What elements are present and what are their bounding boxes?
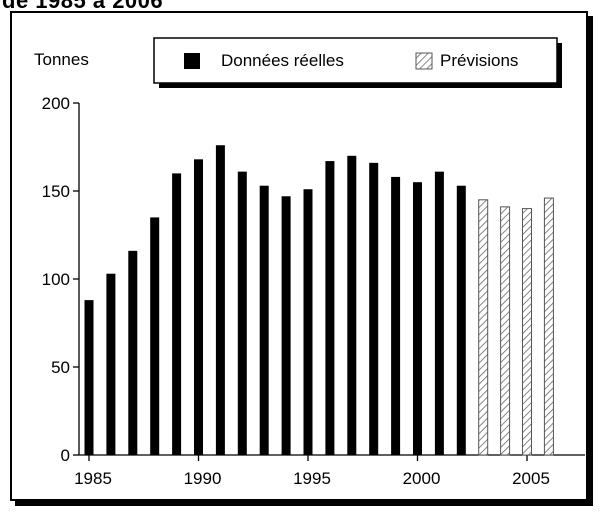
bar-actual <box>303 189 313 456</box>
bar-actual <box>106 273 116 455</box>
bar-actual <box>281 196 291 455</box>
y-tick-label: 100 <box>42 270 70 289</box>
legend-swatch-forecast <box>415 52 433 70</box>
bar-forecast <box>522 208 532 456</box>
bar-actual <box>84 300 94 455</box>
y-tick-label: 200 <box>42 94 70 113</box>
y-tick-label: 50 <box>51 358 70 377</box>
bar-forecast <box>543 197 554 456</box>
bar-actual <box>369 162 379 455</box>
x-tick-label: 2000 <box>403 469 441 488</box>
legend-box <box>153 37 558 84</box>
y-tick-label: 0 <box>61 446 70 465</box>
y-tick-label: 150 <box>42 182 70 201</box>
bar-actual <box>215 145 225 456</box>
bar-actual <box>456 185 466 455</box>
legend-swatch-actual <box>184 53 200 69</box>
bar-actual <box>413 182 422 455</box>
bar-actual <box>194 159 203 455</box>
y-axis-label: Tonnes <box>34 50 89 69</box>
bar-forecast <box>478 199 489 456</box>
x-tick-label: 1985 <box>74 469 112 488</box>
bar-actual <box>434 171 444 455</box>
chart-title-fragment: de 1985 à 2006 <box>2 0 164 13</box>
bar-actual <box>391 176 401 456</box>
bar-actual <box>325 161 335 455</box>
x-tick-label: 1990 <box>184 469 222 488</box>
legend-label-actual: Données réelles <box>221 51 344 70</box>
bar-actual <box>259 185 269 455</box>
x-tick-label: 1995 <box>293 469 331 488</box>
bar-actual <box>150 217 160 455</box>
bar-forecast <box>500 206 511 456</box>
bar-actual <box>237 171 247 455</box>
bar-actual <box>347 155 357 456</box>
legend-label-forecast: Prévisions <box>440 51 518 70</box>
chart-frame <box>10 11 588 501</box>
bar-actual <box>172 173 182 455</box>
bar-actual <box>128 250 138 455</box>
x-tick-label: 2005 <box>512 469 550 488</box>
